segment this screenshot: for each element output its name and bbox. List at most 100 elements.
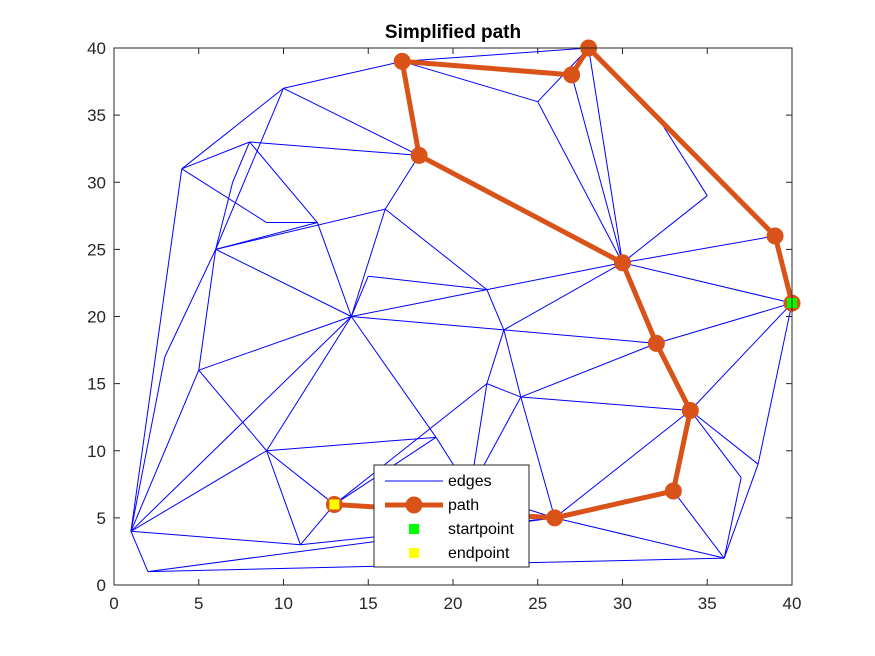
edge-segment (215, 88, 284, 250)
edge-segment (266, 450, 301, 545)
edge-segment (351, 316, 504, 331)
edge-segment (622, 262, 793, 304)
x-tick-label: 30 (613, 594, 632, 613)
path-line (334, 45, 795, 521)
edge-segment (130, 530, 301, 546)
edge-segment (334, 383, 488, 505)
path-point (393, 52, 411, 70)
edge-segment (130, 316, 352, 532)
edge-segment (181, 168, 267, 223)
path-point (614, 254, 631, 272)
edge-segment (232, 141, 251, 183)
path-point (563, 66, 581, 84)
x-tick-label: 10 (274, 594, 293, 613)
edge-segment (266, 316, 352, 452)
y-tick-label: 10 (87, 442, 106, 461)
y-tick-label: 15 (87, 375, 106, 394)
path-point (410, 146, 428, 164)
edge-segment (486, 262, 623, 291)
legend-path-label: path (448, 497, 479, 514)
edge-segment (198, 249, 217, 371)
edge-segment (723, 464, 759, 559)
edge-segment (283, 60, 403, 89)
edge-segment (622, 235, 776, 264)
legend: edges path startpoint endpoint (373, 464, 530, 568)
edge-segment (520, 342, 657, 398)
edge-segment (554, 410, 691, 519)
edge-segment (689, 410, 742, 478)
edge-segment (215, 208, 386, 250)
path-point (546, 509, 564, 527)
path-point (681, 401, 699, 419)
edge-segment (266, 436, 437, 452)
endpoint-marker (329, 499, 340, 510)
edge-segment (368, 275, 487, 291)
y-tick-label: 5 (97, 509, 106, 528)
edge-segment (622, 195, 708, 264)
x-tick-label: 20 (444, 594, 463, 613)
edge-segment (350, 276, 369, 317)
x-tick-label: 25 (528, 594, 547, 613)
y-tick-label: 40 (87, 39, 106, 58)
edge-segment (672, 490, 725, 559)
edge-segment (503, 329, 657, 344)
edge-segment (656, 302, 793, 344)
y-tick-label: 30 (87, 173, 106, 192)
legend-path-marker (405, 496, 423, 514)
edge-segment (571, 74, 623, 263)
edge-segment (181, 87, 284, 170)
x-tick-label: 35 (698, 594, 717, 613)
edge-segment (402, 60, 538, 103)
legend-box (373, 464, 530, 568)
x-tick-label: 5 (194, 594, 203, 613)
legend-endpoint-swatch (409, 548, 419, 558)
edge-segment (350, 208, 386, 317)
edge-segment (689, 302, 793, 411)
path-point (664, 482, 682, 500)
edge-segment (249, 141, 420, 156)
edge-segment (503, 329, 522, 398)
edge-segment (520, 396, 691, 411)
edge-segment (689, 410, 759, 465)
edge-segment (486, 383, 521, 398)
edge-segment (350, 316, 437, 438)
edge-segment (554, 517, 725, 559)
edge-segment (198, 369, 267, 452)
edge-segment (215, 182, 234, 250)
legend-startpoint-label: startpoint (448, 521, 514, 538)
edge-segment (164, 249, 217, 357)
edge-segment (723, 477, 742, 559)
y-tick-label: 20 (87, 308, 106, 327)
edge-segment (486, 329, 505, 384)
edge-segment (266, 450, 335, 505)
edge-segment (384, 208, 488, 291)
legend-startpoint-swatch (409, 524, 419, 534)
edge-segment (757, 302, 793, 465)
edge-segment (384, 155, 420, 210)
edge-segment (130, 168, 183, 532)
edge-segment (130, 531, 149, 572)
legend-edges-label: edges (448, 473, 492, 490)
edge-segment (215, 248, 352, 317)
x-tick-label: 0 (109, 594, 118, 613)
y-tick-label: 0 (97, 576, 106, 595)
chart-title: Simplified path (385, 22, 521, 43)
edge-segment (316, 222, 352, 317)
edge-segment (130, 450, 267, 532)
ticks-layer: 0 5 10 15 20 25 30 35 40 0 5 10 15 20 25 30 35 40 (87, 39, 801, 613)
y-tick-label: 25 (87, 240, 106, 259)
y-tick-label: 35 (87, 106, 106, 125)
edge-segment (486, 289, 505, 331)
edge-segment (181, 141, 250, 170)
edge-segment (520, 396, 556, 519)
edge-segment (655, 114, 708, 196)
edge-segment (537, 101, 623, 264)
edge-segment (283, 87, 420, 156)
edge-segment (588, 47, 623, 263)
legend-endpoint-label: endpoint (448, 545, 510, 562)
edge-segment (503, 262, 623, 331)
path-point (647, 334, 665, 352)
edge-segment (130, 370, 200, 532)
